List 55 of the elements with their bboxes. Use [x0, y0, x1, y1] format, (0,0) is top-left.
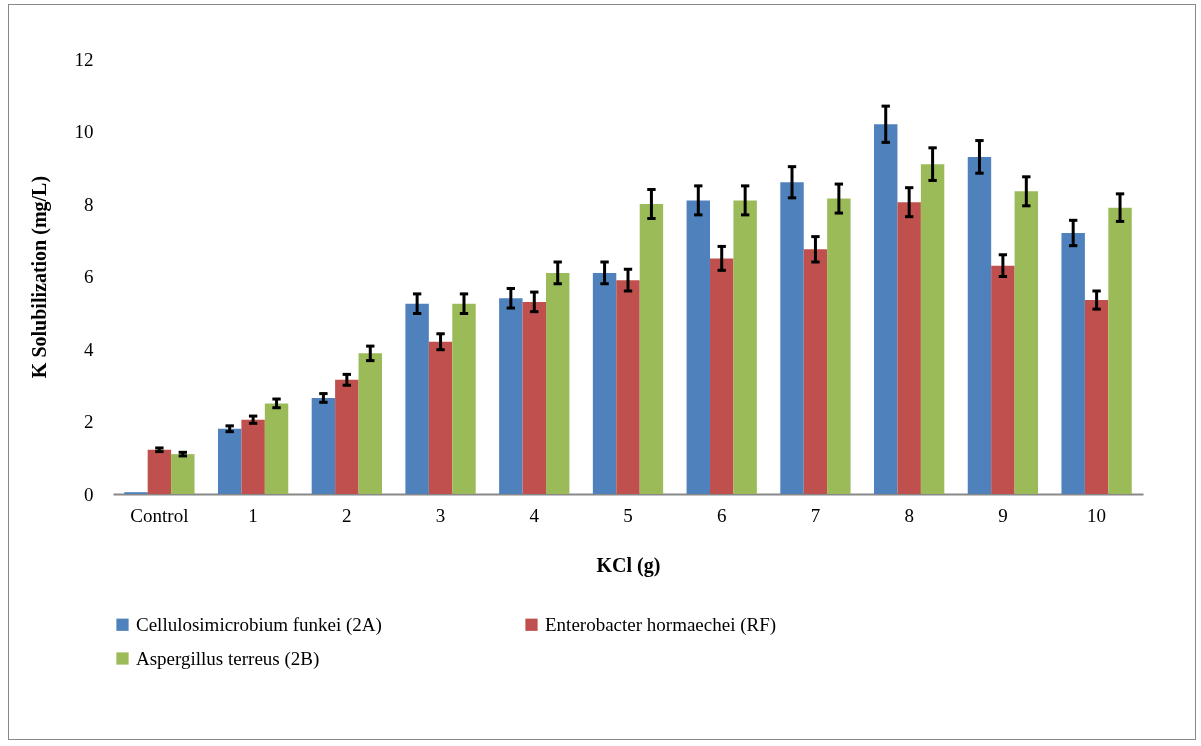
x-tick-label: 1 — [248, 504, 258, 526]
x-tick-label: 9 — [998, 504, 1008, 526]
bar — [616, 280, 640, 494]
bar — [710, 258, 734, 494]
x-tick-label: Control — [130, 504, 189, 526]
bar — [522, 301, 546, 494]
bar — [452, 303, 476, 494]
bar — [920, 164, 945, 494]
bar — [733, 200, 757, 494]
bar — [264, 403, 289, 494]
legend-label: Aspergillus terreus (2B) — [136, 647, 320, 670]
y-axis-title: K Solubilization (mg/L) — [27, 175, 51, 379]
x-tick-label: 8 — [904, 504, 914, 526]
bar — [147, 449, 172, 494]
bar — [335, 379, 359, 494]
y-tick-label: 4 — [84, 338, 94, 360]
bar — [217, 428, 242, 494]
bar — [1014, 191, 1039, 494]
bar — [405, 303, 429, 494]
bar — [686, 200, 711, 494]
bar — [780, 182, 804, 494]
y-tick-label: 8 — [84, 193, 94, 215]
bar — [1108, 207, 1132, 494]
x-axis-title: KCl (g) — [596, 553, 661, 577]
x-tick-label: 6 — [716, 504, 727, 526]
y-tick-label: 0 — [84, 483, 94, 505]
bar — [1061, 233, 1085, 494]
bar — [803, 249, 828, 494]
x-tick-label: 10 — [1087, 504, 1107, 526]
bar — [545, 272, 570, 494]
bar — [897, 202, 921, 494]
bar — [991, 265, 1015, 494]
bar — [592, 272, 617, 494]
legend-label: Cellulosimicrobium funkei (2A) — [136, 613, 382, 636]
y-tick-label: 6 — [84, 266, 94, 287]
y-tick-label: 10 — [74, 121, 94, 142]
bar — [241, 419, 265, 494]
bar — [311, 397, 336, 494]
bar — [499, 298, 523, 494]
legend-label: Enterobacter hormaechei (RF) — [545, 613, 777, 636]
bar — [827, 198, 851, 494]
x-tick-label: 2 — [342, 504, 352, 526]
bar — [1084, 300, 1109, 494]
x-tick-label: 7 — [810, 504, 821, 526]
bar — [428, 341, 453, 494]
x-tick-label: 4 — [529, 504, 540, 526]
bar — [171, 454, 195, 494]
bar — [358, 353, 382, 494]
y-tick-label: 2 — [84, 411, 94, 432]
x-tick-label: 5 — [623, 504, 633, 526]
bar — [639, 204, 664, 494]
bar — [967, 156, 992, 494]
y-tick-label: 12 — [74, 48, 94, 70]
bar — [874, 124, 898, 494]
x-tick-label: 3 — [435, 504, 446, 526]
